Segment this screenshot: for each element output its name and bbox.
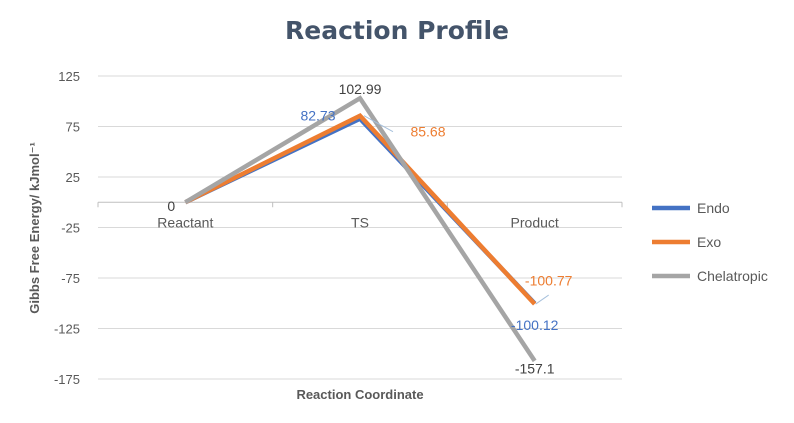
x-tick-label: TS [351, 214, 369, 230]
y-tick-label: -75 [61, 271, 80, 286]
legend-item-exo: Exo [652, 234, 721, 250]
x-tick-label: Product [511, 214, 559, 230]
data-label-endo: 82.73 [300, 107, 335, 123]
y-tick-label: 75 [66, 120, 80, 135]
data-label-chelatropic: 0 [167, 198, 175, 214]
legend-item-endo: Endo [652, 200, 730, 216]
data-label-chelatropic: -157.1 [515, 361, 555, 377]
data-labels: 82.73 -100.12 85.68 -100.77 0 102.99 -157.1 [167, 81, 572, 377]
y-tick-label: -125 [54, 322, 80, 337]
x-tick-label: Reactant [157, 214, 213, 230]
leader-line [363, 115, 394, 133]
series-line-chelatropic [184, 95, 537, 363]
data-label-exo: -100.77 [525, 273, 573, 289]
series-line-exo [184, 112, 537, 306]
data-label-endo: -100.12 [511, 317, 559, 333]
series-lines [184, 95, 537, 363]
series-line-endo [184, 115, 537, 305]
y-axis-title: Gibbs Free Energy/ kJmol⁻¹ [27, 142, 42, 314]
legend: Endo Exo Chelatropic [652, 200, 768, 284]
y-tick-label: 25 [66, 170, 80, 185]
legend-label: Exo [697, 234, 721, 250]
legend-label: Endo [697, 200, 730, 216]
y-tick-label: -175 [54, 372, 80, 387]
leader-line [535, 294, 549, 305]
gridlines [98, 75, 622, 380]
chart-title: Reaction Profile [285, 16, 509, 45]
legend-item-chelatropic: Chelatropic [652, 268, 768, 284]
y-tick-label: -25 [61, 221, 80, 236]
data-label-exo: 85.68 [410, 123, 445, 139]
legend-label: Chelatropic [697, 268, 768, 284]
y-tick-label: 125 [58, 69, 80, 84]
x-axis-title: Reaction Coordinate [296, 387, 423, 402]
data-label-chelatropic: 102.99 [339, 81, 382, 97]
